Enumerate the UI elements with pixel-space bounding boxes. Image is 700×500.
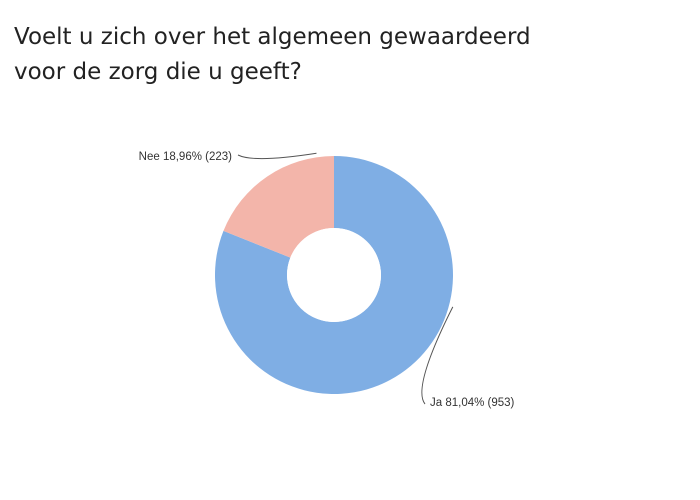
chart-title-line-1: Voelt u zich over het algemeen gewaardee… — [14, 24, 531, 50]
leader-line-ja — [421, 306, 454, 405]
chart-title-line-2: voor de zorg die u geeft? — [14, 59, 302, 85]
donut-slices — [215, 156, 453, 394]
donut-hole — [287, 228, 381, 322]
slice-ja — [215, 156, 453, 394]
donut-labels: Ja 81,04% (953) Nee 18,96% (223) — [139, 151, 515, 409]
leader-line-nee — [237, 152, 317, 160]
chart-title: Voelt u zich over het algemeen gewaardee… — [14, 20, 574, 90]
slice-label-nee: Nee 18,96% (223) — [139, 151, 233, 163]
slice-label-ja: Ja 81,04% (953) — [430, 397, 515, 409]
slice-nee — [223, 156, 334, 258]
